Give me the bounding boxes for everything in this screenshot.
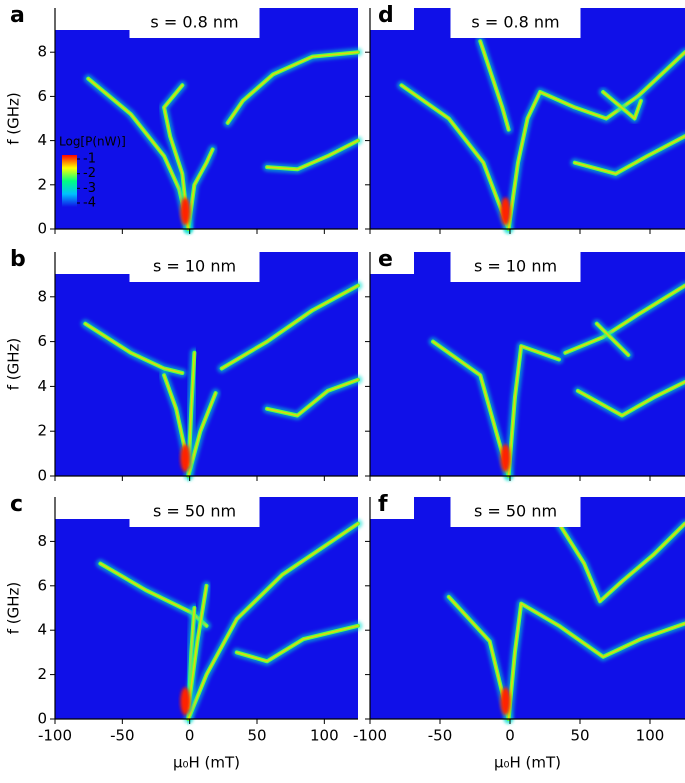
- colorbar: [62, 155, 77, 207]
- x-axis-label: μ₀H (mT): [494, 754, 561, 772]
- title-box: [450, 497, 581, 527]
- heatmap-background: [370, 252, 685, 476]
- spectral-branch-core: [84, 322, 184, 374]
- heatmap-background: [55, 8, 358, 229]
- panel-label: c: [10, 492, 23, 517]
- title-box: [129, 252, 260, 282]
- x-tick-label: -100: [38, 727, 72, 745]
- hot-spot: [180, 197, 191, 226]
- panel: s = 10 nm b 0 2 4 6 8 f (GHz): [5, 247, 363, 485]
- title-box: [450, 8, 581, 38]
- colorbar-tick-label: -4: [83, 196, 96, 211]
- spectral-branch-core: [220, 284, 359, 370]
- y-tick-label: 0: [37, 467, 47, 485]
- notch: [370, 497, 414, 519]
- y-tick-label: 6: [37, 576, 47, 594]
- hot-spot: [500, 444, 511, 473]
- y-tick-label: 4: [37, 377, 47, 395]
- y-tick-label: 0: [37, 710, 47, 728]
- x-axis-label: μ₀H (mT): [173, 754, 240, 772]
- x-tick-label: 100: [310, 727, 339, 745]
- notch: [55, 497, 137, 519]
- spectral-branch-core: [226, 51, 359, 124]
- panel: s = 50 nm c 0 2 4 6 8 -100 -50 0 50 100 f (GHz) μ₀H (…: [5, 492, 363, 772]
- title-box: [450, 252, 581, 282]
- y-tick-label: 0: [37, 220, 47, 238]
- panel-title: s = 10 nm: [153, 257, 236, 276]
- spectral-branch-core: [596, 322, 630, 356]
- panel-label: b: [10, 247, 26, 272]
- y-tick-label: 8: [37, 287, 47, 305]
- y-tick-label: 6: [37, 332, 47, 350]
- title-box: [129, 8, 260, 38]
- x-tick-label: 0: [185, 727, 195, 745]
- spectral-branch-core: [577, 381, 685, 417]
- spectral-branch-core: [564, 284, 685, 354]
- spectral-branch-core: [432, 340, 510, 477]
- colorbar-label: Log[P(nW)]: [59, 135, 126, 149]
- notch: [55, 8, 137, 30]
- x-tick-label: -100: [353, 727, 387, 745]
- title-box: [129, 497, 260, 527]
- spectral-branch-core: [266, 378, 359, 417]
- notch: [370, 252, 414, 274]
- y-tick-label: 4: [37, 621, 47, 639]
- panel-label: a: [10, 3, 25, 28]
- colorbar-tick-label: -3: [83, 181, 96, 196]
- hot-spot: [180, 687, 191, 716]
- y-tick-label: 2: [37, 665, 47, 683]
- panel-title: s = 50 nm: [153, 502, 236, 521]
- spectral-branch-core: [507, 602, 685, 720]
- spectral-branch-core: [479, 40, 510, 131]
- spectral-branch-core: [507, 345, 560, 477]
- x-tick-label: 50: [247, 727, 266, 745]
- notch: [55, 252, 137, 274]
- notch: [370, 8, 414, 30]
- hot-spot: [180, 444, 191, 473]
- panel-title: s = 10 nm: [474, 257, 557, 276]
- y-axis-label: f (GHz): [5, 92, 23, 145]
- x-tick-label: -50: [428, 727, 453, 745]
- panel-label: f: [378, 492, 388, 517]
- heatmap-background: [55, 252, 358, 476]
- colorbar-tick-label: -2: [83, 166, 96, 181]
- x-tick-label: 0: [505, 727, 515, 745]
- spectral-branch-core: [187, 392, 217, 477]
- spectral-branch-core: [602, 91, 642, 120]
- panel-title: s = 0.8 nm: [150, 13, 238, 32]
- panel-title: s = 0.8 nm: [471, 13, 559, 32]
- panel: s = 0.8 nm d: [365, 3, 685, 234]
- spectral-branch-core: [558, 522, 685, 603]
- spectral-branch-core: [266, 139, 359, 171]
- y-axis-label: f (GHz): [5, 582, 23, 635]
- panel: s = 10 nm e: [365, 247, 685, 481]
- spectral-branch-core: [236, 625, 359, 663]
- y-tick-label: 4: [37, 131, 47, 149]
- hot-spot: [500, 197, 511, 226]
- x-tick-label: 100: [636, 727, 665, 745]
- y-tick-label: 8: [37, 43, 47, 61]
- panel-label: e: [378, 247, 393, 272]
- y-tick-label: 8: [37, 532, 47, 550]
- spectral-branch-core: [187, 585, 208, 709]
- panel-label: d: [378, 3, 394, 28]
- y-tick-label: 6: [37, 87, 47, 105]
- y-tick-label: 2: [37, 422, 47, 440]
- spectral-branch-core: [400, 84, 510, 230]
- x-tick-label: 50: [570, 727, 589, 745]
- spectral-branch-core: [163, 84, 190, 230]
- spectral-branch-core: [507, 51, 685, 230]
- spectral-branch-core: [574, 135, 685, 175]
- panel: s = 50 nm f -100 -50 0 50 100 μ₀H (mT): [353, 492, 685, 772]
- x-tick-label: -50: [110, 727, 135, 745]
- y-axis-label: f (GHz): [5, 338, 23, 391]
- spectral-branch-core: [187, 522, 359, 720]
- colorbar-tick-label: -1: [83, 152, 96, 167]
- y-tick-label: 2: [37, 175, 47, 193]
- panel-title: s = 50 nm: [474, 502, 557, 521]
- hot-spot: [500, 687, 511, 716]
- panel: s = 0.8 nm a 0 2 4 6 8 f (GHz) Log[P(nW)] -1-2-3-…: [5, 3, 363, 238]
- spectral-branch-core: [187, 148, 214, 230]
